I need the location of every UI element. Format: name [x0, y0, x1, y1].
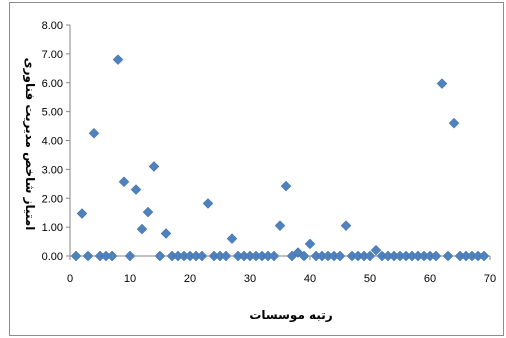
- y-tick-label: 5.00: [42, 107, 63, 119]
- x-tick-label: 50: [364, 273, 376, 285]
- data-point: [106, 250, 118, 262]
- data-point: [82, 250, 94, 262]
- y-tick-label: 2.00: [42, 193, 63, 205]
- data-point: [298, 250, 310, 262]
- x-tick-label: 10: [124, 273, 136, 285]
- data-point: [430, 250, 442, 262]
- data-point: [436, 78, 448, 89]
- y-tick-label: 7.00: [42, 49, 63, 61]
- y-tick-label: 1.00: [42, 222, 63, 234]
- data-point: [268, 250, 280, 262]
- y-axis-ticks: 0.00 1.00 2.00 3.00 4.00 5.00 6.00 7.00 8.00: [42, 20, 70, 263]
- data-point: [340, 220, 352, 232]
- data-point: [88, 127, 100, 139]
- y-tick-label: 8.00: [42, 20, 63, 32]
- data-point: [142, 206, 154, 218]
- x-tick-label: 70: [484, 273, 496, 285]
- data-points: [70, 54, 490, 262]
- data-point: [124, 250, 136, 262]
- data-point: [76, 208, 88, 219]
- data-point: [304, 238, 316, 250]
- data-point: [148, 161, 160, 172]
- data-point: [70, 250, 82, 262]
- data-point: [130, 184, 142, 195]
- x-tick-label: 40: [304, 273, 316, 285]
- data-point: [226, 233, 238, 245]
- x-tick-label: 20: [184, 273, 196, 285]
- data-point: [478, 250, 490, 262]
- chart-frame: [9, 2, 504, 336]
- data-point: [160, 228, 172, 239]
- data-point: [112, 54, 124, 66]
- x-tick-label: 30: [244, 273, 256, 285]
- data-point: [196, 250, 208, 262]
- y-tick-label: 0.00: [42, 251, 63, 263]
- y-tick-label: 4.00: [42, 136, 63, 148]
- x-tick-label: 60: [424, 273, 436, 285]
- y-axis-title: امتیاز شاخص مدیریت فناوری: [22, 58, 37, 231]
- data-point: [370, 244, 382, 256]
- x-axis-ticks: 0 10 20 30 40 50 60 70: [67, 256, 496, 285]
- x-tick-label: 0: [67, 273, 73, 285]
- x-axis-title: رتبه موسسات: [249, 308, 332, 323]
- data-point: [364, 250, 376, 262]
- data-point: [202, 198, 214, 209]
- data-point: [274, 220, 286, 232]
- data-point: [442, 250, 454, 262]
- data-point: [280, 180, 292, 192]
- data-point: [136, 223, 148, 235]
- data-point: [154, 250, 166, 262]
- data-point: [220, 250, 232, 262]
- y-tick-label: 3.00: [42, 164, 63, 176]
- data-point: [448, 117, 460, 129]
- data-point: [334, 250, 346, 262]
- data-point: [118, 176, 130, 188]
- y-tick-label: 6.00: [42, 78, 63, 90]
